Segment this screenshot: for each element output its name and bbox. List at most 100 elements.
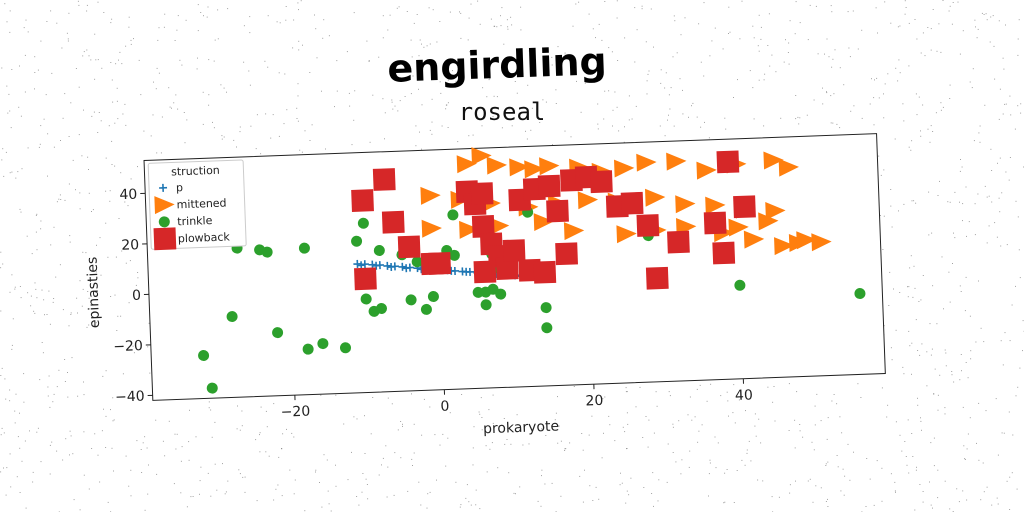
legend-label-trinkle: trinkle [177,214,213,228]
x-axis-label: prokaryote [483,419,560,438]
point-plowback [546,199,569,223]
legend-label-mittened: mittened [176,197,226,212]
point-p [360,260,369,269]
point-mittened [796,231,817,250]
point-mittened [636,153,657,172]
y-axis-label: epinasties [85,256,104,328]
point-mittened [577,191,599,210]
x-tick-label: 20 [585,393,603,410]
point-trinkle [420,303,432,315]
point-trinkle [206,382,218,394]
data-marks [170,147,866,394]
point-plowback [636,214,660,237]
point-plowback [555,242,578,266]
point-trinkle [351,235,363,247]
point-mittened [705,196,726,215]
axis-ticks: −20 0 20 40 −40 −20 0 20 40 [113,187,753,421]
point-plowback [533,260,557,284]
point-plowback [428,252,452,275]
point-plowback [620,191,644,215]
point-trinkle [357,217,369,229]
point-mittened [421,219,442,238]
point-mittened [758,212,779,231]
point-trinkle [448,249,460,261]
point-trinkle [272,327,284,339]
point-trinkle [427,291,439,303]
y-tick-label: 40 [119,187,137,204]
point-plowback [471,215,495,238]
legend-label-p: p [176,181,183,194]
point-mittened [743,230,765,249]
point-trinkle [480,299,492,311]
point-plowback [716,150,740,174]
point-p [387,262,396,272]
point-mittened [486,156,507,175]
point-plowback [372,168,396,191]
point-trinkle [854,288,866,300]
point-plowback [712,241,736,265]
point-trinkle [375,303,387,315]
legend-label-plowback: plowback [178,230,231,245]
point-trinkle [405,294,417,306]
legend-marker-p [159,183,168,192]
point-plowback [703,211,727,235]
legend-title: struction [171,164,220,179]
point-mittened [539,157,560,176]
point-mittened [728,218,749,237]
point-mittened [524,160,545,179]
point-mittened [666,152,687,171]
point-trinkle [302,343,314,355]
point-p [353,259,362,268]
point-p [383,261,392,270]
point-p [372,261,381,270]
point-plowback [397,235,421,259]
x-tick-label: −20 [280,404,310,421]
point-plowback [502,239,526,263]
point-plowback [381,210,405,234]
point-trinkle [495,288,507,300]
x-tick-label: 0 [440,399,450,415]
point-mittened [456,155,477,174]
point-mittened [675,195,696,214]
point-plowback [667,230,690,254]
legend-frame [147,159,247,250]
legend-marker-mittened [154,196,175,215]
series-plowback [351,150,756,291]
point-mittened [533,213,554,232]
point-p [398,262,407,271]
point-plowback [537,174,561,198]
point-trinkle [298,242,310,254]
point-plowback [470,182,494,206]
legend-marker-plowback [153,227,177,251]
y-tick-label: −40 [115,389,145,406]
point-trinkle [447,209,459,221]
y-tick-label: 20 [121,237,139,254]
point-mittened [616,225,637,244]
point-trinkle [360,293,372,305]
y-tick-label: −20 [113,338,143,355]
point-mittened [420,186,441,205]
point-plowback [589,170,613,194]
point-mittened [471,147,492,166]
point-trinkle [541,322,553,334]
point-mittened [811,233,832,252]
point-trinkle [411,256,423,268]
point-mittened [774,237,795,256]
point-plowback [473,260,497,284]
point-mittened [563,222,585,241]
point-trinkle [373,244,385,256]
point-mittened [459,220,480,239]
point-mittened [645,188,666,207]
point-p [402,264,411,273]
point-mittened [696,161,717,180]
point-trinkle [226,311,238,323]
point-trinkle [734,279,746,291]
legend-marker-trinkle [158,216,170,228]
point-mittened [778,158,799,177]
point-p [368,260,377,269]
point-plowback [733,195,756,219]
point-plowback [495,257,519,280]
point-trinkle [317,338,329,350]
x-tick-label: 40 [735,387,753,404]
